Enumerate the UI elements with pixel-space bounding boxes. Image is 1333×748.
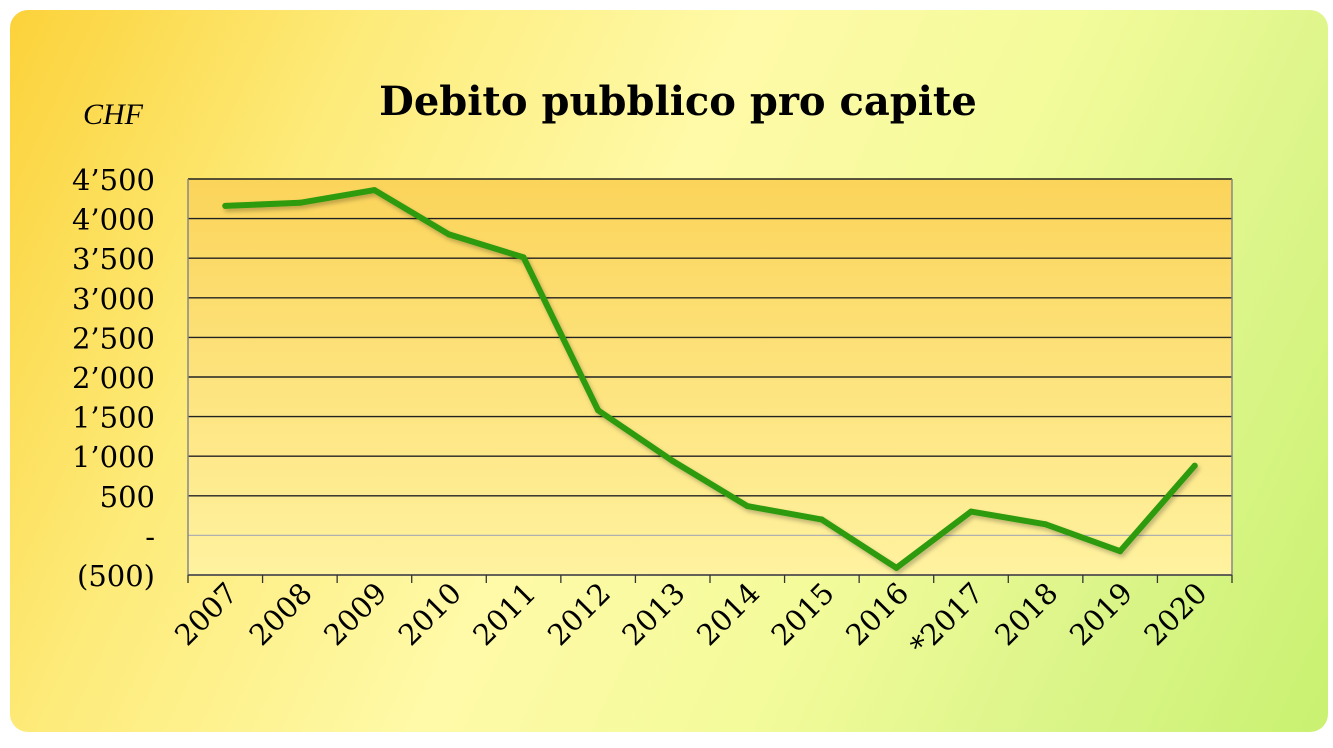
data-point bbox=[1117, 548, 1124, 555]
data-point bbox=[1191, 462, 1198, 469]
data-point bbox=[296, 199, 303, 206]
x-tick-label: 2019 bbox=[1063, 576, 1139, 652]
x-tick-label: 2016 bbox=[839, 576, 915, 652]
x-tick-label: 2007 bbox=[168, 576, 244, 652]
chart-title: Debito pubblico pro capite bbox=[379, 78, 977, 125]
y-tick-label: 3’000 bbox=[72, 282, 155, 316]
x-tick-label: 2011 bbox=[466, 576, 542, 652]
x-tick-label: 2018 bbox=[988, 576, 1064, 652]
x-tick-label: 2009 bbox=[317, 576, 393, 652]
y-tick-label: 4’000 bbox=[72, 203, 155, 237]
data-point bbox=[222, 202, 229, 209]
data-point bbox=[595, 407, 602, 414]
x-tick-label: 2015 bbox=[765, 576, 841, 652]
y-tick-label: (500) bbox=[77, 559, 155, 593]
data-point bbox=[968, 508, 974, 515]
data-point bbox=[446, 231, 452, 238]
x-tick-label: 2014 bbox=[690, 576, 766, 652]
plot-area: 4’500 4’000 3’500 3’000 2’500 2’000 1’500 1’000… bbox=[72, 163, 1233, 662]
x-tick-label: 2012 bbox=[541, 576, 617, 652]
y-tick-label: 1’500 bbox=[72, 401, 155, 435]
y-tick-label: 1’000 bbox=[72, 440, 155, 474]
y-tick-label: 2’000 bbox=[72, 361, 155, 395]
data-point bbox=[744, 503, 751, 510]
line-chart: Debito pubblico pro capite CHF 4’500 4’00… bbox=[72, 78, 1233, 662]
data-point bbox=[520, 254, 527, 261]
series-line bbox=[222, 187, 1198, 571]
data-point bbox=[371, 187, 378, 194]
data-point bbox=[669, 457, 676, 464]
data-point bbox=[893, 564, 900, 571]
y-axis-unit-label: CHF bbox=[83, 98, 144, 131]
y-tick-label: 3’500 bbox=[72, 242, 155, 276]
x-tick-label: 2020 bbox=[1137, 576, 1213, 652]
data-point bbox=[818, 516, 825, 523]
y-tick-label: 2’500 bbox=[72, 321, 155, 355]
x-tick-label: 2010 bbox=[392, 576, 468, 652]
y-tick-label: 4’500 bbox=[72, 163, 155, 197]
chart-panel: Debito pubblico pro capite CHF 4’500 4’00… bbox=[10, 10, 1328, 732]
y-tick-label: 500 bbox=[100, 480, 155, 514]
x-tick-label: *2017 bbox=[903, 576, 989, 662]
y-tick-label: - bbox=[145, 519, 155, 553]
data-point bbox=[1042, 521, 1049, 528]
x-tick-label: 2008 bbox=[243, 576, 319, 652]
x-tick-label: 2013 bbox=[615, 576, 691, 652]
